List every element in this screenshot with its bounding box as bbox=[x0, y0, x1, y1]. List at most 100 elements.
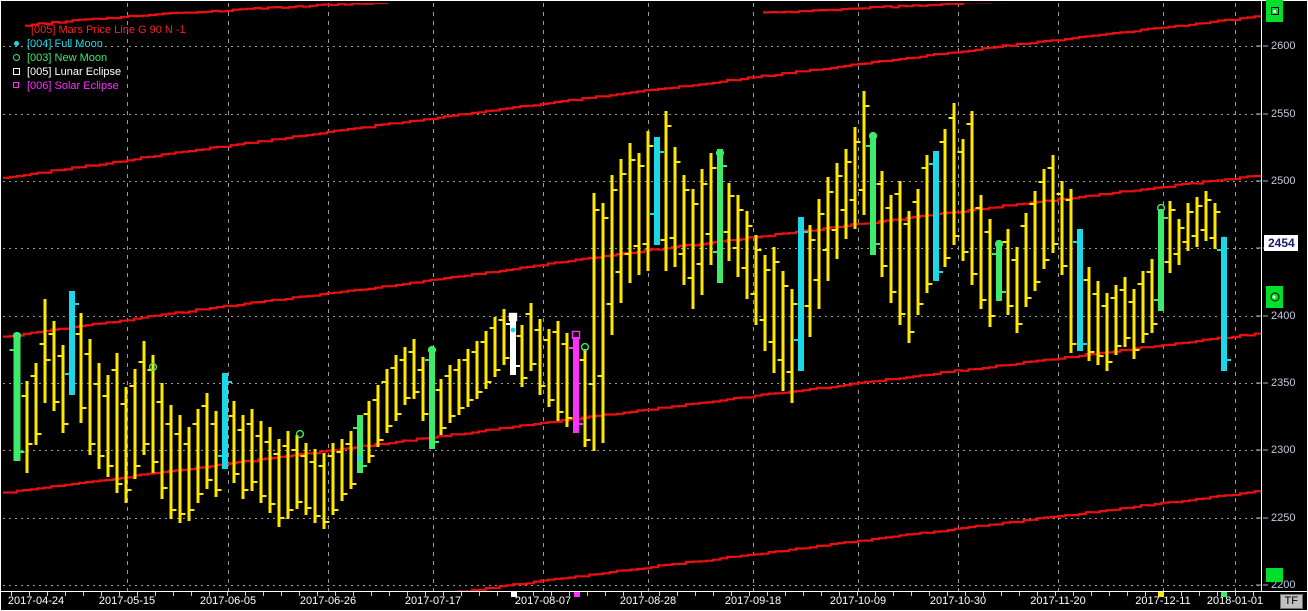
ohlc-bar[interactable] bbox=[444, 365, 456, 423]
ohlc-bar[interactable] bbox=[939, 129, 951, 267]
full-moon-marker-icon[interactable] bbox=[1221, 236, 1227, 242]
ohlc-bar[interactable] bbox=[894, 181, 906, 325]
ohlc-bar[interactable] bbox=[1137, 271, 1149, 343]
ohlc-bar[interactable] bbox=[1209, 203, 1221, 249]
ohlc-bar[interactable] bbox=[669, 147, 681, 267]
ohlc-bar[interactable] bbox=[372, 385, 384, 447]
ohlc-bar[interactable] bbox=[660, 111, 672, 271]
ohlc-bar[interactable] bbox=[552, 321, 564, 421]
ohlc-bar[interactable] bbox=[138, 341, 150, 455]
ohlc-bar[interactable] bbox=[525, 303, 537, 371]
ohlc-bar[interactable] bbox=[309, 449, 321, 523]
ohlc-bar[interactable] bbox=[642, 131, 654, 271]
ohlc-bar[interactable] bbox=[174, 415, 186, 523]
ohlc-bar[interactable] bbox=[246, 409, 258, 491]
full-moon-marker-icon[interactable] bbox=[510, 327, 516, 333]
ohlc-bar[interactable] bbox=[327, 443, 339, 515]
full-moon-marker-icon[interactable] bbox=[357, 455, 363, 461]
ohlc-bar[interactable] bbox=[65, 291, 79, 395]
ohlc-bar[interactable] bbox=[606, 175, 618, 335]
ohlc-bar[interactable] bbox=[1020, 213, 1032, 307]
ohlc-bar[interactable] bbox=[786, 289, 798, 403]
ohlc-bar[interactable] bbox=[1073, 229, 1087, 351]
axis-new-moon-marker[interactable] bbox=[1266, 286, 1283, 308]
ohlc-bar[interactable] bbox=[822, 177, 834, 281]
ohlc-bar[interactable] bbox=[1119, 277, 1131, 347]
ohlc-bar[interactable] bbox=[111, 353, 123, 493]
ohlc-bar[interactable] bbox=[237, 415, 249, 499]
new-moon-marker-icon[interactable] bbox=[868, 131, 878, 141]
ohlc-bar[interactable] bbox=[1128, 289, 1140, 359]
ohlc-bar[interactable] bbox=[1200, 191, 1212, 241]
ohlc-bar[interactable] bbox=[282, 431, 294, 519]
ohlc-bar[interactable] bbox=[291, 435, 303, 509]
price-axis[interactable]: 2600255025002450240023502300225022002454 bbox=[1256, 0, 1307, 592]
ohlc-bar[interactable] bbox=[650, 137, 664, 245]
ohlc-bar[interactable] bbox=[615, 159, 627, 303]
ohlc-bar[interactable] bbox=[624, 143, 636, 283]
ohlc-bar[interactable] bbox=[30, 363, 42, 445]
ohlc-bar[interactable] bbox=[966, 111, 978, 285]
ohlc-bar[interactable] bbox=[480, 331, 492, 389]
ohlc-bar[interactable] bbox=[948, 103, 960, 245]
ohlc-bar[interactable] bbox=[543, 329, 555, 407]
ohlc-bar[interactable] bbox=[498, 309, 510, 365]
ohlc-bar[interactable] bbox=[732, 195, 744, 277]
ohlc-bar[interactable] bbox=[300, 443, 312, 515]
ohlc-bar[interactable] bbox=[777, 271, 789, 391]
ohlc-bar[interactable] bbox=[1101, 293, 1113, 371]
ohlc-bar[interactable] bbox=[156, 383, 168, 499]
ohlc-bar[interactable] bbox=[210, 411, 222, 497]
ohlc-bar[interactable] bbox=[876, 171, 888, 277]
ohlc-bar[interactable] bbox=[866, 133, 880, 255]
ohlc-bar[interactable] bbox=[1191, 197, 1203, 247]
full-moon-marker-icon[interactable] bbox=[798, 217, 804, 223]
ohlc-bar[interactable] bbox=[345, 431, 357, 489]
legend-item-lunar-eclipse[interactable]: [005] Lunar Eclipse bbox=[5, 65, 186, 79]
ohlc-bar[interactable] bbox=[506, 313, 520, 375]
ohlc-bar[interactable] bbox=[723, 183, 735, 261]
ohlc-bar[interactable] bbox=[561, 333, 573, 427]
ohlc-bar[interactable] bbox=[183, 427, 195, 521]
new-moon-marker-icon[interactable] bbox=[1156, 203, 1166, 213]
chart-plot-area[interactable] bbox=[3, 3, 1262, 592]
legend-item-new-moon[interactable]: [003] New Moon bbox=[5, 51, 186, 65]
ohlc-bar[interactable] bbox=[462, 349, 474, 407]
new-moon-marker-icon[interactable] bbox=[715, 148, 725, 158]
new-moon-marker-icon[interactable] bbox=[580, 342, 590, 352]
ohlc-bar[interactable] bbox=[390, 355, 402, 421]
ohlc-bar[interactable] bbox=[435, 379, 447, 435]
axis-marker[interactable] bbox=[1266, 568, 1283, 582]
ohlc-bar[interactable] bbox=[471, 341, 483, 399]
ohlc-bar[interactable] bbox=[633, 153, 645, 275]
ohlc-bar[interactable] bbox=[75, 313, 87, 423]
lunar-eclipse-marker-icon[interactable] bbox=[508, 312, 518, 322]
ohlc-bar[interactable] bbox=[741, 211, 753, 299]
ohlc-bar[interactable] bbox=[93, 363, 105, 469]
ohlc-bar[interactable] bbox=[534, 319, 546, 395]
ohlc-bar[interactable] bbox=[1110, 285, 1122, 355]
ohlc-bar[interactable] bbox=[678, 175, 690, 285]
ohlc-bar[interactable] bbox=[353, 415, 367, 473]
solar-eclipse-marker-icon[interactable] bbox=[571, 330, 581, 340]
full-moon-marker-icon[interactable] bbox=[1077, 232, 1083, 238]
ohlc-bar[interactable] bbox=[273, 439, 285, 527]
ohlc-bar[interactable] bbox=[903, 211, 915, 343]
ohlc-bar[interactable] bbox=[1164, 201, 1176, 273]
time-axis[interactable]: TF 2017-04-24 2017-05-15 2017-06-05 2017-06… bbox=[1, 591, 1307, 610]
full-moon-marker-icon[interactable] bbox=[654, 137, 660, 143]
ohlc-bar[interactable] bbox=[1038, 169, 1050, 269]
ohlc-bar[interactable] bbox=[489, 317, 501, 377]
ohlc-bar[interactable] bbox=[1154, 209, 1168, 311]
ohlc-bar[interactable] bbox=[201, 393, 213, 489]
ohlc-bar[interactable] bbox=[318, 453, 330, 529]
ohlc-bar[interactable] bbox=[885, 195, 897, 303]
ohlc-bar[interactable] bbox=[1083, 267, 1095, 361]
ohlc-bar[interactable] bbox=[192, 409, 204, 503]
ohlc-bar[interactable] bbox=[453, 359, 465, 415]
ohlc-bar[interactable] bbox=[381, 369, 393, 433]
ohlc-bar[interactable] bbox=[516, 325, 528, 387]
ohlc-bar[interactable] bbox=[696, 169, 708, 295]
ohlc-bar[interactable] bbox=[147, 355, 159, 473]
ohlc-bar[interactable] bbox=[218, 373, 232, 469]
